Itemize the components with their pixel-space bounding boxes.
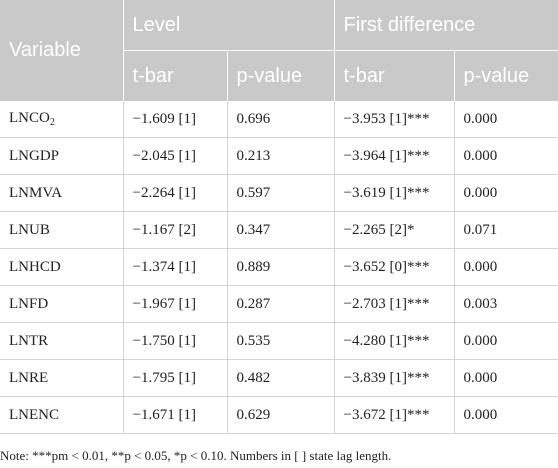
header-level-tbar: t-bar	[123, 50, 228, 101]
table-row: LNENC −1.671 [1] 0.629 −3.672 [1]*** 0.000	[0, 396, 558, 434]
cell-level-pvalue: 0.889	[226, 248, 335, 286]
cell-fd-tbar: −4.280 [1]***	[333, 322, 455, 360]
cell-variable: LNCO2	[0, 101, 124, 138]
cell-level-tbar: −1.609 [1]	[122, 101, 228, 138]
table-row: LNGDP −2.045 [1] 0.213 −3.964 [1]*** 0.000	[0, 137, 558, 175]
cell-fd-pvalue: 0.000	[453, 101, 558, 138]
cell-fd-tbar: −3.839 [1]***	[333, 359, 455, 397]
header-level-pvalue: p-value	[227, 50, 335, 101]
table-footnote: Note: ***pm < 0.01, **p < 0.05, *p < 0.1…	[0, 448, 392, 463]
cell-variable: LNMVA	[0, 174, 124, 212]
cell-level-pvalue: 0.696	[226, 101, 335, 138]
cell-variable: LNHCD	[0, 248, 124, 286]
cell-level-tbar: −1.671 [1]	[122, 396, 228, 434]
header-row-subcolumns: t-bar p-value t-bar p-value	[0, 50, 558, 101]
cell-fd-tbar: −2.265 [2]*	[333, 211, 455, 249]
cell-fd-tbar: −3.619 [1]***	[333, 174, 455, 212]
table-row: LNHCD −1.374 [1] 0.889 −3.652 [0]*** 0.000	[0, 248, 558, 286]
table-row: LNCO2 −1.609 [1] 0.696 −3.953 [1]*** 0.000	[0, 101, 558, 138]
cell-level-tbar: −1.795 [1]	[122, 359, 228, 397]
cell-level-tbar: −1.967 [1]	[122, 285, 228, 323]
cell-level-pvalue: 0.347	[226, 211, 335, 249]
cell-level-tbar: −1.750 [1]	[122, 322, 228, 360]
cell-level-tbar: −1.374 [1]	[122, 248, 228, 286]
cell-fd-tbar: −2.703 [1]***	[333, 285, 455, 323]
cell-fd-pvalue: 0.071	[453, 211, 558, 249]
cell-level-pvalue: 0.629	[226, 396, 335, 434]
cell-fd-pvalue: 0.003	[453, 285, 558, 323]
header-level: Level	[123, 0, 335, 51]
header-variable: Variable	[0, 0, 124, 101]
cell-level-pvalue: 0.213	[226, 137, 335, 175]
cell-level-tbar: −2.045 [1]	[122, 137, 228, 175]
table-row: LNMVA −2.264 [1] 0.597 −3.619 [1]*** 0.000	[0, 174, 558, 212]
cell-variable: LNUB	[0, 211, 124, 249]
header-row-groups: Variable Level First difference	[0, 0, 558, 101]
cell-variable: LNENC	[0, 396, 124, 434]
cell-level-tbar: −2.264 [1]	[122, 174, 228, 212]
header-first-difference: First difference	[334, 0, 558, 51]
table-row: LNTR −1.750 [1] 0.535 −4.280 [1]*** 0.000	[0, 322, 558, 360]
header-fd-tbar: t-bar	[334, 50, 455, 101]
cell-fd-tbar: −3.953 [1]***	[333, 101, 455, 138]
cell-variable: LNFD	[0, 285, 124, 323]
table-row: LNFD −1.967 [1] 0.287 −2.703 [1]*** 0.003	[0, 285, 558, 323]
cell-fd-pvalue: 0.000	[453, 359, 558, 397]
table-header: Variable Level First difference t-bar p-…	[0, 0, 558, 101]
cell-variable: LNGDP	[0, 137, 124, 175]
cell-fd-pvalue: 0.000	[453, 137, 558, 175]
cell-fd-pvalue: 0.000	[453, 396, 558, 434]
table-row: LNUB −1.167 [2] 0.347 −2.265 [2]* 0.071	[0, 211, 558, 249]
cell-variable: LNRE	[0, 359, 124, 397]
header-fd-pvalue: p-value	[454, 50, 558, 101]
cell-fd-pvalue: 0.000	[453, 322, 558, 360]
cell-fd-tbar: −3.672 [1]***	[333, 396, 455, 434]
cell-level-pvalue: 0.287	[226, 285, 335, 323]
cell-level-pvalue: 0.597	[226, 174, 335, 212]
cell-level-tbar: −1.167 [2]	[122, 211, 228, 249]
unit-root-table: Variable Level First difference t-bar p-…	[0, 0, 558, 434]
table-body: LNCO2 −1.609 [1] 0.696 −3.953 [1]*** 0.000 L…	[0, 101, 558, 434]
cell-level-pvalue: 0.482	[226, 359, 335, 397]
table-row: LNRE −1.795 [1] 0.482 −3.839 [1]*** 0.000	[0, 359, 558, 397]
cell-fd-pvalue: 0.000	[453, 174, 558, 212]
cell-fd-tbar: −3.652 [0]***	[333, 248, 455, 286]
cell-level-pvalue: 0.535	[226, 322, 335, 360]
cell-variable: LNTR	[0, 322, 124, 360]
cell-fd-tbar: −3.964 [1]***	[333, 137, 455, 175]
cell-fd-pvalue: 0.000	[453, 248, 558, 286]
